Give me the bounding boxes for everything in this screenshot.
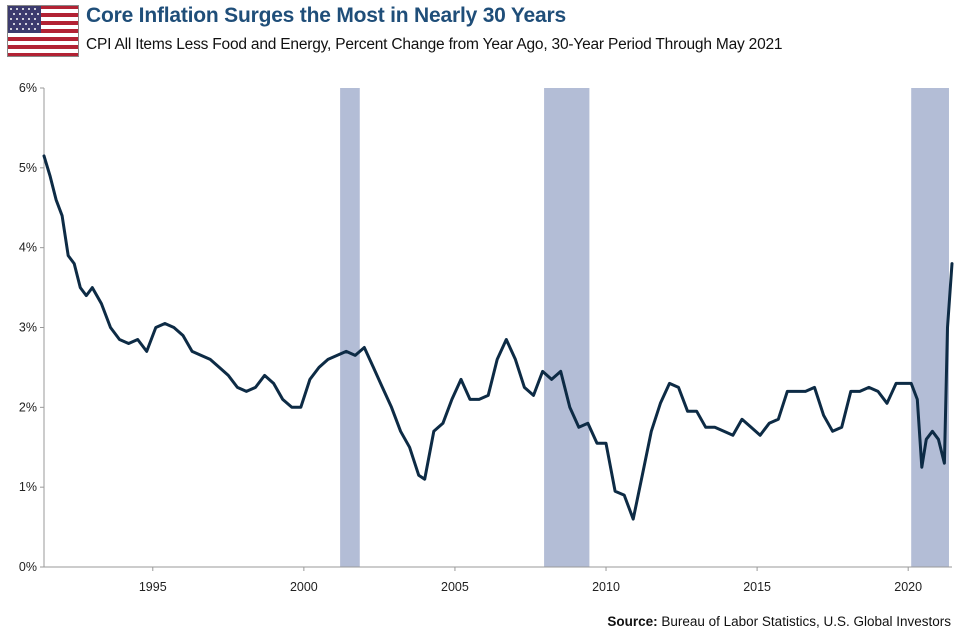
source-label: Source: <box>607 614 658 629</box>
source-note: Source: Bureau of Labor Statistics, U.S.… <box>607 614 951 629</box>
source-text: Bureau of Labor Statistics, U.S. Global … <box>661 614 951 629</box>
x-tick-label: 2005 <box>441 580 469 594</box>
y-tick-label: 3% <box>19 321 37 335</box>
x-tick-label: 2015 <box>743 580 771 594</box>
x-tick-label: 2020 <box>894 580 922 594</box>
x-tick-label: 2010 <box>592 580 620 594</box>
recession-band-1 <box>340 88 360 567</box>
recession-band-3 <box>911 88 949 567</box>
y-tick-label: 2% <box>19 400 37 414</box>
chart-axes <box>40 87 952 571</box>
series-line-core-cpi <box>42 154 954 521</box>
chart-title: Core Inflation Surges the Most in Nearly… <box>86 4 566 27</box>
tick-labels: 0% 1% 2% 3% 4% 5% 6% 1995 2000 2005 2010 2015 2020 <box>19 81 922 594</box>
us-flag-icon <box>7 5 79 57</box>
y-tick-label: 4% <box>19 241 37 255</box>
x-tick-label: 2000 <box>290 580 318 594</box>
y-tick-label: 1% <box>19 480 37 494</box>
x-tick-label: 1995 <box>139 580 167 594</box>
recession-bands <box>340 88 949 567</box>
chart-subtitle: CPI All Items Less Food and Energy, Perc… <box>86 36 783 53</box>
series-lines <box>42 154 954 521</box>
recession-band-2 <box>544 88 590 567</box>
y-tick-label: 5% <box>19 161 37 175</box>
y-tick-label: 0% <box>19 560 37 574</box>
y-tick-label: 6% <box>19 81 37 95</box>
